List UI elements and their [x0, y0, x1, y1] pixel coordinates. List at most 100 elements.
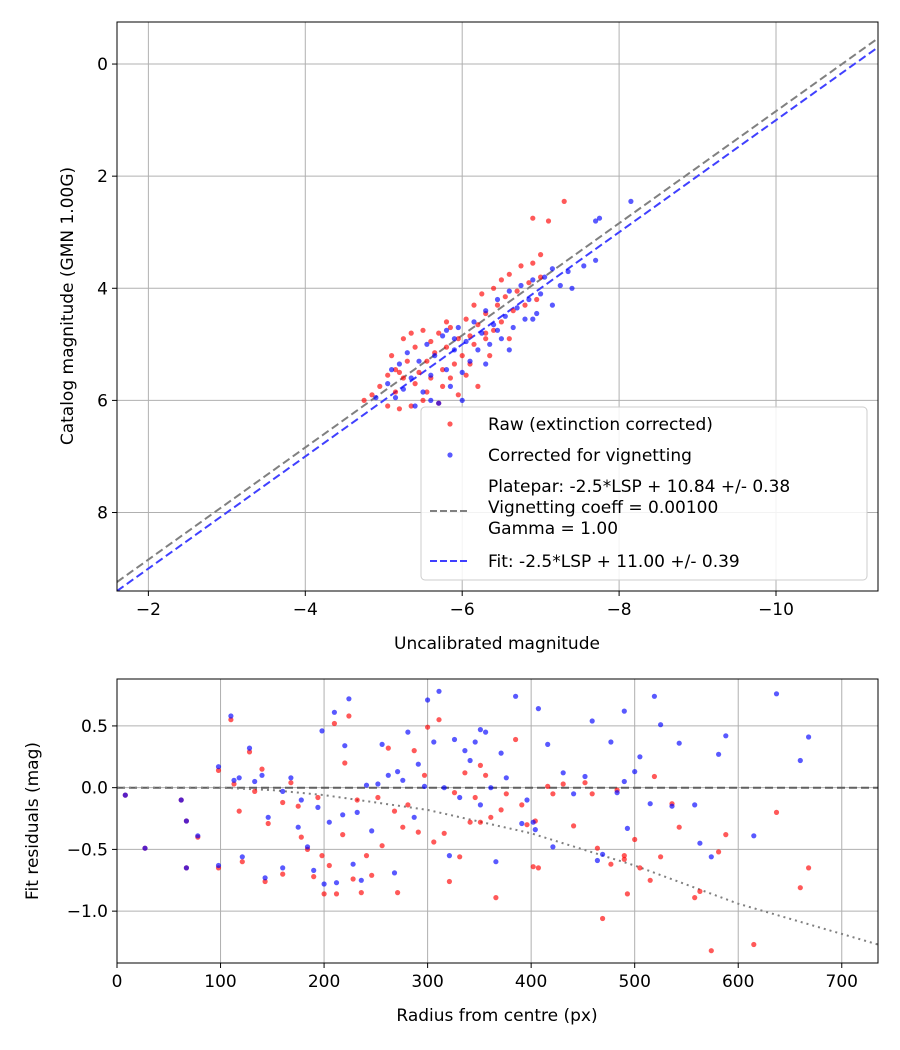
- bottom-point-series-1: [122, 792, 128, 798]
- bottom-point-series-1: [280, 865, 286, 871]
- bottom-point-series-1: [340, 812, 346, 818]
- bottom-point-series-1: [183, 865, 189, 871]
- top-point-series-0: [389, 353, 395, 359]
- top-x-tick-label: −8: [607, 600, 632, 620]
- top-point-series-1: [510, 324, 516, 331]
- top-point-series-0: [471, 302, 477, 308]
- top-point-series-1: [593, 257, 599, 263]
- bottom-point-series-1: [321, 881, 327, 887]
- bottom-point-series-1: [637, 754, 643, 760]
- bottom-point-series-1: [483, 729, 489, 735]
- bottom-point-series-0: [477, 819, 483, 825]
- bottom-point-series-1: [265, 814, 271, 820]
- top-point-series-1: [467, 358, 473, 364]
- top-x-tick-label: −6: [450, 600, 475, 620]
- bottom-point-series-1: [298, 797, 304, 803]
- bottom-point-series-1: [503, 775, 509, 781]
- top-point-series-0: [491, 285, 497, 291]
- bottom-axis-ticks: 0 100 200 300 400 500 600 700 0.5 0.0 −0.5 −1.0: [67, 717, 858, 992]
- bottom-point-series-0: [451, 790, 458, 796]
- top-x-tick-label: −2: [136, 600, 161, 620]
- top-point-series-0: [506, 271, 512, 277]
- bottom-point-series-0: [405, 802, 411, 808]
- bottom-point-series-0: [369, 872, 375, 878]
- bottom-y-axis-label: Fit residuals (mag): [23, 742, 43, 900]
- bottom-point-series-1: [600, 851, 606, 857]
- top-point-series-0: [538, 252, 544, 258]
- top-point-series-0: [447, 375, 453, 381]
- bottom-point-series-0: [692, 895, 698, 901]
- top-point-series-1: [494, 327, 501, 333]
- bottom-point-series-1: [669, 803, 675, 809]
- bottom-point-series-0: [530, 864, 536, 870]
- top-point-series-1: [522, 316, 528, 322]
- top-point-series-0: [361, 397, 367, 403]
- bottom-point-series-0: [658, 854, 664, 860]
- top-point-series-1: [447, 383, 453, 389]
- top-point-series-1: [400, 386, 406, 392]
- top-point-series-0: [463, 372, 469, 378]
- bottom-point-series-0: [621, 856, 627, 862]
- top-point-series-1: [420, 389, 426, 395]
- bottom-point-series-0: [594, 845, 601, 851]
- bottom-point-series-1: [246, 745, 253, 751]
- bottom-point-series-0: [608, 861, 614, 867]
- bottom-point-series-0: [503, 791, 509, 797]
- bottom-point-series-1: [708, 854, 714, 860]
- bottom-point-series-1: [385, 772, 391, 778]
- top-point-series-1: [502, 313, 508, 319]
- bottom-point-series-0: [621, 853, 627, 859]
- top-point-series-0: [420, 397, 426, 403]
- top-point-series-1: [479, 330, 485, 336]
- bottom-point-series-1: [589, 718, 595, 724]
- top-point-series-1: [581, 263, 587, 269]
- bottom-residuals-chart: 0 100 200 300 400 500 600 700 0.5 0.0 −0.5 −1.0 Rad…: [23, 678, 879, 1026]
- legend-label-raw: Raw (extinction corrected): [488, 415, 713, 435]
- bottom-point-series-1: [658, 722, 664, 728]
- bottom-point-series-1: [375, 781, 381, 787]
- bottom-point-series-0: [550, 791, 556, 797]
- bottom-point-series-0: [457, 854, 463, 860]
- top-point-series-1: [549, 302, 556, 308]
- top-point-series-1: [483, 361, 489, 367]
- top-point-series-1: [593, 218, 599, 224]
- top-point-series-0: [385, 372, 391, 378]
- bottom-point-series-1: [457, 794, 463, 801]
- bottom-point-series-1: [451, 736, 458, 743]
- top-point-series-0: [455, 336, 461, 342]
- bottom-point-series-1: [395, 769, 401, 775]
- top-point-series-0: [475, 383, 481, 389]
- top-y-tick-label: 6: [97, 391, 108, 411]
- top-point-series-1: [440, 333, 446, 339]
- top-point-series-0: [494, 302, 501, 308]
- bottom-point-series-1: [608, 739, 614, 745]
- bottom-point-series-0: [315, 794, 321, 801]
- bottom-point-series-0: [519, 802, 525, 808]
- top-point-series-0: [400, 336, 406, 342]
- bottom-point-series-0: [228, 717, 234, 723]
- bottom-point-series-0: [589, 791, 595, 797]
- top-point-series-1: [565, 268, 571, 275]
- bottom-point-series-0: [358, 890, 364, 896]
- top-point-series-1: [392, 395, 399, 401]
- top-point-series-0: [491, 327, 497, 333]
- bottom-point-series-0: [340, 832, 346, 838]
- bottom-y-tick-label: −0.5: [67, 840, 108, 860]
- bottom-point-series-1: [773, 691, 780, 697]
- bottom-point-series-1: [421, 783, 428, 790]
- bottom-plot-frame: [116, 678, 879, 964]
- bottom-point-series-0: [415, 829, 421, 835]
- top-point-series-0: [412, 381, 418, 387]
- top-point-series-0: [459, 353, 465, 359]
- bottom-point-series-1: [195, 833, 201, 839]
- bottom-point-series-0: [472, 794, 478, 801]
- bottom-point-series-0: [421, 772, 428, 778]
- bottom-point-series-0: [431, 839, 437, 845]
- legend-marker-raw: [447, 421, 453, 427]
- top-point-series-0: [385, 403, 391, 409]
- bottom-point-series-1: [354, 809, 360, 816]
- top-point-series-0: [498, 319, 504, 325]
- top-point-series-0: [518, 263, 524, 269]
- bottom-point-series-1: [651, 693, 658, 699]
